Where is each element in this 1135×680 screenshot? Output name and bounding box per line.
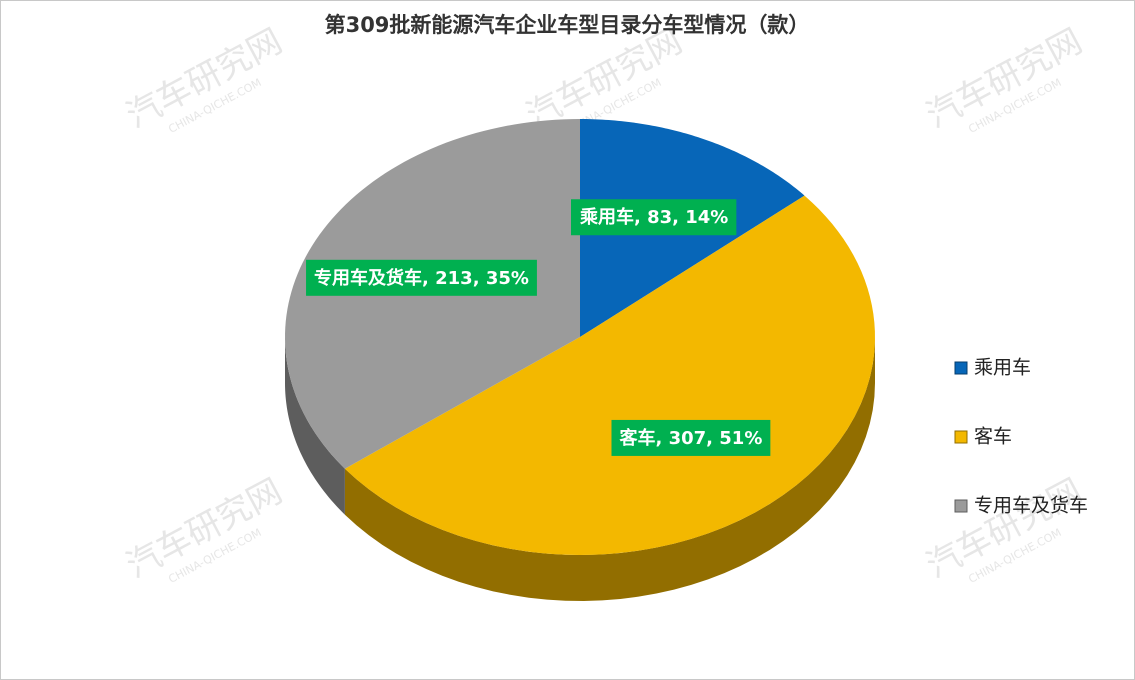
chart-title: 第309批新能源汽车企业车型目录分车型情况（款） <box>325 13 810 37</box>
data-label: 乘用车, 83, 14% <box>579 206 728 228</box>
slice-side <box>285 337 345 515</box>
data-label-box <box>571 199 737 236</box>
legend-label: 乘用车 <box>974 357 1031 379</box>
legend-label: 客车 <box>974 426 1012 448</box>
slice-side <box>344 337 875 601</box>
data-label: 客车, 307, 51% <box>619 427 762 449</box>
legend-marker <box>954 361 968 375</box>
slice <box>344 195 875 555</box>
legend-marker <box>954 499 968 513</box>
data-label: 专用车及货车, 213, 35% <box>314 267 529 289</box>
data-label-box <box>611 419 771 456</box>
legend-label: 专用车及货车 <box>974 495 1088 517</box>
legend-marker <box>954 430 968 444</box>
data-label-box <box>306 259 537 296</box>
